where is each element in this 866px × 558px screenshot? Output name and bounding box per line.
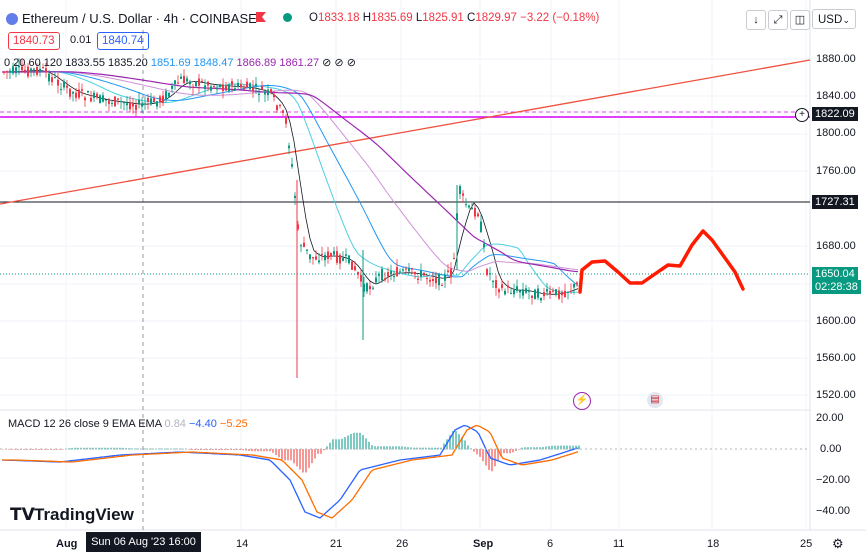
forecast-path [578,229,745,294]
currency-select[interactable]: USD ⌄ [812,9,856,29]
x-tick: 14 [236,538,249,550]
x-tick: 21 [330,538,343,550]
eth-logo-icon [6,13,18,25]
level-price-tag[interactable]: 1822.09 [812,107,858,121]
add-alert-icon[interactable]: + [795,108,809,122]
buy-price-button[interactable]: 1840.74 [97,32,149,50]
trend-line [0,59,811,205]
screenshot-icon[interactable]: ◫ [790,10,810,30]
crosshair-date-label: Sun 06 Aug '23 16:00 [86,532,201,552]
sell-price-button[interactable]: 1840.73 [8,32,60,50]
y-tick: 1760.00 [816,165,856,177]
y-tick: 1680.00 [816,240,856,252]
x-tick: 26 [396,538,409,550]
fullscreen-icon[interactable]: ⤢ [768,10,788,30]
macd-histogram [2,431,580,473]
us-flag-icon[interactable]: ▤ [647,392,663,408]
tradingview-logo: 𝗧𝗩TradingView [10,505,134,524]
x-tick: Sep [473,538,494,550]
chevron-down-icon: ⌄ [842,15,850,25]
y-tick: 1840.00 [816,90,856,102]
x-tick: 25 [800,538,813,550]
y-tick: 0.00 [820,443,842,455]
macd-legend[interactable]: MACD 12 26 close 9 EMA EMA 0.84 −4.40 −5… [8,418,248,430]
ma-ribbon [2,70,579,295]
y-tick: 1520.00 [816,389,856,401]
y-tick: 1560.00 [816,352,856,364]
x-tick: 11 [613,538,625,550]
gear-icon[interactable]: ⚙ [832,536,844,551]
candles [3,58,578,378]
macd-line [1,424,579,519]
macd-signal-line [2,424,579,519]
bar-countdown: 02:28:38 [812,280,861,294]
y-tick: 1600.00 [816,315,856,327]
spread-value: 0.01 [70,34,92,46]
support-price-tag[interactable]: 1727.31 [812,195,858,209]
down-arrow-icon[interactable]: ↓ [746,10,766,30]
x-tick: 18 [707,538,720,550]
x-tick: 6 [547,538,554,550]
last-price-tag: 1650.04 [812,267,858,281]
y-tick: 1800.00 [816,127,856,139]
y-tick: −40.00 [816,505,850,517]
ma-legend[interactable]: 0 20 60 120 1833.55 1835.20 1851.69 1848… [4,57,356,69]
chart-grid [0,0,810,530]
x-tick: Aug [56,538,78,550]
symbol-title[interactable]: Ethereum / U.S. Dollar · 4h · COINBASE [22,11,257,26]
y-tick: −20.00 [816,474,850,486]
y-tick: 20.00 [816,412,844,424]
market-status-icon [283,13,292,22]
ohlc-values: O1833.18 H1835.69 L1825.91 C1829.97 −3.2… [309,12,600,24]
y-tick: 1880.00 [816,53,856,65]
flag-icon[interactable] [256,12,266,22]
lightning-icon[interactable]: ⚡ [573,392,591,410]
